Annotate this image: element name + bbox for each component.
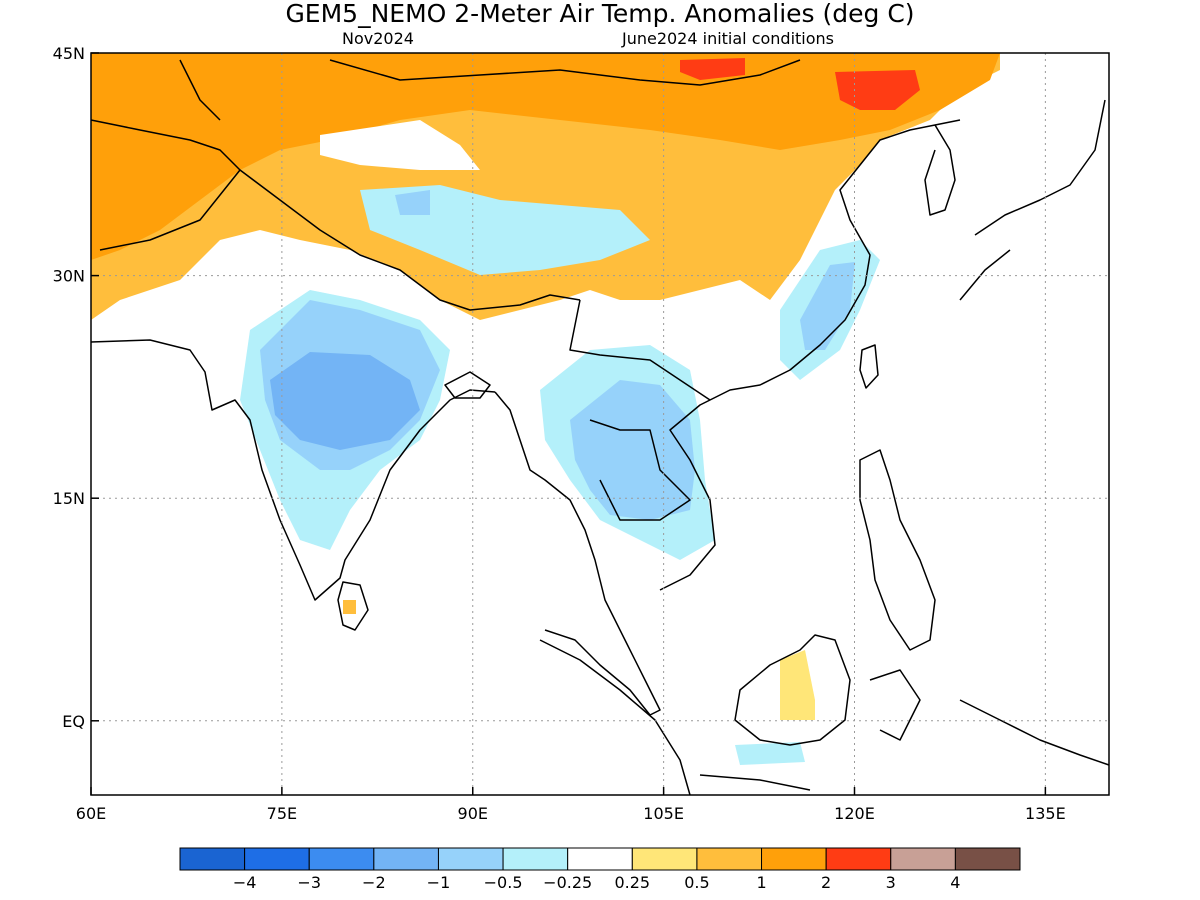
cool-anomaly-tibet-core [395,190,430,215]
initial-conditions-label: June2024 initial conditions [621,29,834,48]
colorbar-swatch [308,847,375,871]
colorbar-label: 2 [821,873,831,892]
latitude-labels: 45N 30N 15N EQ [53,44,85,731]
lat-tick-label: EQ [62,712,85,731]
border-himalaya [239,169,581,311]
cool-anomaly-east-china-core [800,262,855,350]
colorbar-swatch [954,847,1021,871]
warm-anomaly-srilanka [343,600,356,614]
colorbar-label: 0.25 [614,873,650,892]
colorbar-swatch [631,847,698,871]
coast-sulawesi-newguinea [869,669,1110,766]
colorbar-swatch [825,847,892,871]
coast-taiwan [859,344,879,389]
lat-tick-label: 30N [53,267,85,286]
border-central-asia [90,59,241,251]
coast-sumatra [539,639,691,796]
warm-anomaly-borneo [780,650,815,720]
map-title: GEM5_NEMO 2-Meter Air Temp. Anomalies (d… [285,0,914,28]
lon-tick-label: 90E [458,804,488,823]
lon-tick-label: 60E [76,804,106,823]
map-frame [90,52,1110,796]
border-indochina [589,419,691,521]
colorbar-swatch [244,847,310,871]
coast-korea [924,124,956,216]
colorbar-swatch [373,847,439,871]
lat-tick-label: 15N [53,489,85,508]
hot-spot-manchuria [835,70,920,110]
colorbar-label: −2 [362,873,386,892]
lat-tick-label: 45N [53,44,85,63]
lon-tick-label: 105E [643,804,684,823]
colorbar-swatch [502,847,569,871]
coast-japan [959,99,1106,301]
strong-warm-anomaly-north [91,53,1000,260]
white-gap-tibet [320,120,480,170]
colorbar-swatch [567,847,633,871]
lon-tick-label: 120E [834,804,875,823]
coast-philippines [859,449,936,651]
colorbar-label: −1 [427,873,451,892]
valid-month-label: Nov2024 [342,29,414,48]
color-legend: −4 −3 −2 −1 −0.5 −0.25 0.25 0.5 1 2 3 4 [179,847,1021,892]
lon-tick-label: 75E [267,804,297,823]
colorbar-label: 3 [886,873,896,892]
border-china-mongolia [329,59,801,86]
cool-anomaly-tibet [360,185,650,275]
colorbar-label: −0.5 [484,873,523,892]
colorbar-swatch [437,847,504,871]
colorbar-label: 1 [756,873,766,892]
colorbar-label: −3 [297,873,321,892]
colorbar-label: 4 [950,873,960,892]
coast-srilanka [337,581,369,631]
colorbar-swatch [696,847,763,871]
lon-tick-label: 135E [1025,804,1066,823]
map-panel [90,52,1110,796]
border-china-south [569,299,711,401]
colorbar-label: −0.25 [543,873,592,892]
colorbar-swatch [890,847,956,871]
coast-arabian-india [90,339,496,601]
coast-vietnam-china [659,119,961,591]
cool-anomaly-india-core [270,352,420,450]
coast-myanmar-malay [494,391,661,716]
coast-borneo [734,634,851,746]
colorbar-swatch [761,847,827,871]
hot-spot-mongolia [680,58,745,80]
longitude-labels: 60E 75E 90E 105E 120E 135E [76,804,1066,823]
colorbar-label: −4 [233,873,257,892]
coast-java [699,774,811,791]
anomaly-field [91,53,1000,765]
colorbar-swatch [179,847,246,871]
coastlines-borders [90,59,1110,796]
cool-anomaly-java-sea [735,742,805,765]
colorbar-label: 0.5 [684,873,709,892]
border-bangladesh [444,371,491,399]
